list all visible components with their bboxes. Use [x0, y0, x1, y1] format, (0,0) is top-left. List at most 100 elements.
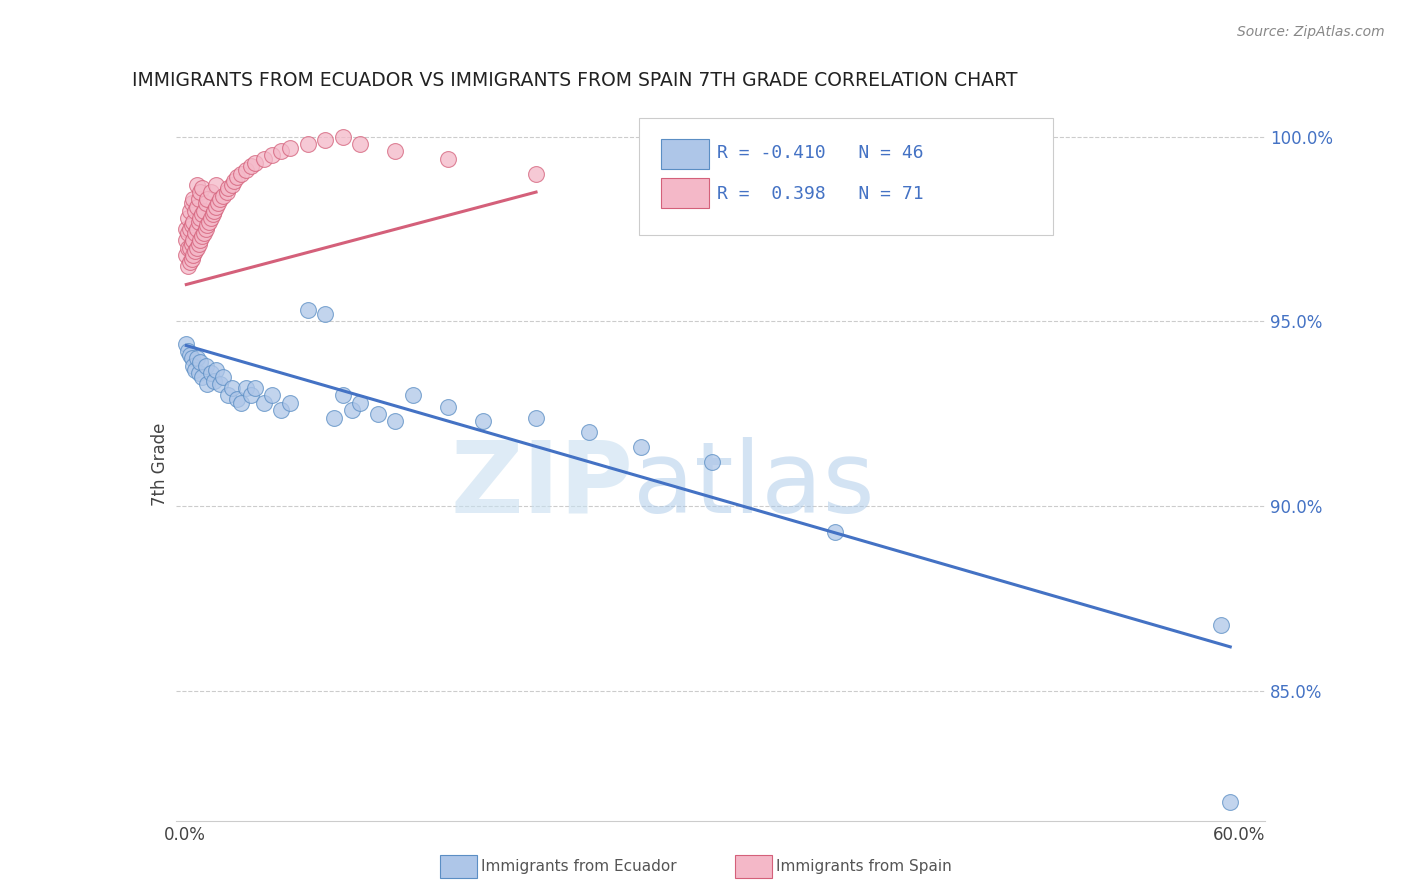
Point: [208, 193, 231, 207]
Point: [187, 214, 209, 228]
Point: [174, 248, 197, 262]
Point: [278, 141, 301, 155]
Text: R = -0.410   N = 46: R = -0.410 N = 46: [717, 145, 924, 162]
Text: IMMIGRANTS FROM ECUADOR VS IMMIGRANTS FROM SPAIN 7TH GRADE CORRELATION CHART: IMMIGRANTS FROM ECUADOR VS IMMIGRANTS FR…: [132, 71, 1018, 90]
Point: [253, 152, 276, 166]
Point: [177, 259, 200, 273]
Point: [700, 455, 723, 469]
Point: [187, 366, 209, 380]
Point: [177, 344, 200, 359]
Point: [186, 241, 208, 255]
Point: [174, 336, 197, 351]
Point: [191, 370, 214, 384]
Point: [229, 396, 252, 410]
Point: [184, 226, 207, 240]
Point: [240, 159, 263, 173]
Point: [243, 381, 266, 395]
Point: [183, 233, 205, 247]
Point: [340, 403, 363, 417]
Point: [179, 255, 201, 269]
Point: [314, 133, 336, 147]
Point: [221, 381, 243, 395]
Point: [524, 410, 547, 425]
Point: [384, 414, 406, 428]
Point: [221, 178, 243, 192]
Point: [177, 226, 200, 240]
Point: [200, 211, 222, 225]
Point: [217, 181, 239, 195]
Point: [270, 403, 292, 417]
Point: [179, 348, 201, 362]
Y-axis label: 7th Grade: 7th Grade: [150, 422, 169, 506]
Point: [184, 244, 207, 259]
Point: [235, 162, 257, 177]
Point: [188, 233, 211, 247]
Point: [1211, 617, 1233, 632]
Point: [332, 388, 354, 402]
Point: [202, 374, 225, 388]
Point: [191, 207, 214, 221]
Point: [243, 155, 266, 169]
Point: [179, 241, 201, 255]
Point: [384, 145, 406, 159]
Point: [226, 392, 249, 406]
Text: Immigrants from Ecuador: Immigrants from Ecuador: [481, 859, 676, 873]
Point: [179, 222, 201, 236]
Point: [240, 388, 263, 402]
Point: [270, 145, 292, 159]
Point: [187, 236, 209, 251]
Point: [278, 396, 301, 410]
Point: [212, 370, 235, 384]
Point: [193, 226, 215, 240]
Point: [195, 193, 219, 207]
Point: [824, 525, 846, 540]
Point: [194, 196, 217, 211]
Point: [188, 185, 211, 199]
Point: [177, 241, 200, 255]
Point: [186, 200, 208, 214]
Point: [262, 148, 284, 162]
Point: [201, 207, 224, 221]
Point: [437, 152, 460, 166]
FancyBboxPatch shape: [661, 139, 709, 169]
Point: [186, 351, 208, 366]
Point: [183, 214, 205, 228]
Point: [212, 188, 235, 202]
Text: Immigrants from Spain: Immigrants from Spain: [776, 859, 952, 873]
Point: [222, 174, 245, 188]
Point: [180, 351, 202, 366]
Point: [349, 136, 371, 151]
Text: Source: ZipAtlas.com: Source: ZipAtlas.com: [1237, 25, 1385, 39]
Point: [188, 355, 211, 369]
Point: [207, 196, 229, 211]
Point: [184, 203, 207, 218]
Point: [217, 388, 239, 402]
Point: [205, 200, 228, 214]
Point: [437, 400, 460, 414]
Point: [186, 178, 208, 192]
Point: [332, 129, 354, 144]
Point: [193, 203, 215, 218]
Text: R =  0.398   N = 71: R = 0.398 N = 71: [717, 186, 924, 203]
Text: ZIP: ZIP: [450, 437, 633, 533]
Point: [200, 366, 222, 380]
Point: [191, 181, 214, 195]
FancyBboxPatch shape: [638, 118, 1053, 235]
Text: atlas: atlas: [633, 437, 875, 533]
Point: [183, 193, 205, 207]
Point: [187, 193, 209, 207]
Point: [524, 167, 547, 181]
Point: [235, 381, 257, 395]
Point: [314, 307, 336, 321]
Point: [205, 178, 228, 192]
Point: [253, 396, 276, 410]
FancyBboxPatch shape: [661, 178, 709, 209]
Point: [195, 377, 219, 392]
Point: [180, 196, 202, 211]
Point: [1219, 795, 1241, 809]
Point: [205, 362, 228, 376]
Point: [183, 248, 205, 262]
Point: [180, 236, 202, 251]
Point: [174, 233, 197, 247]
Point: [180, 219, 202, 233]
